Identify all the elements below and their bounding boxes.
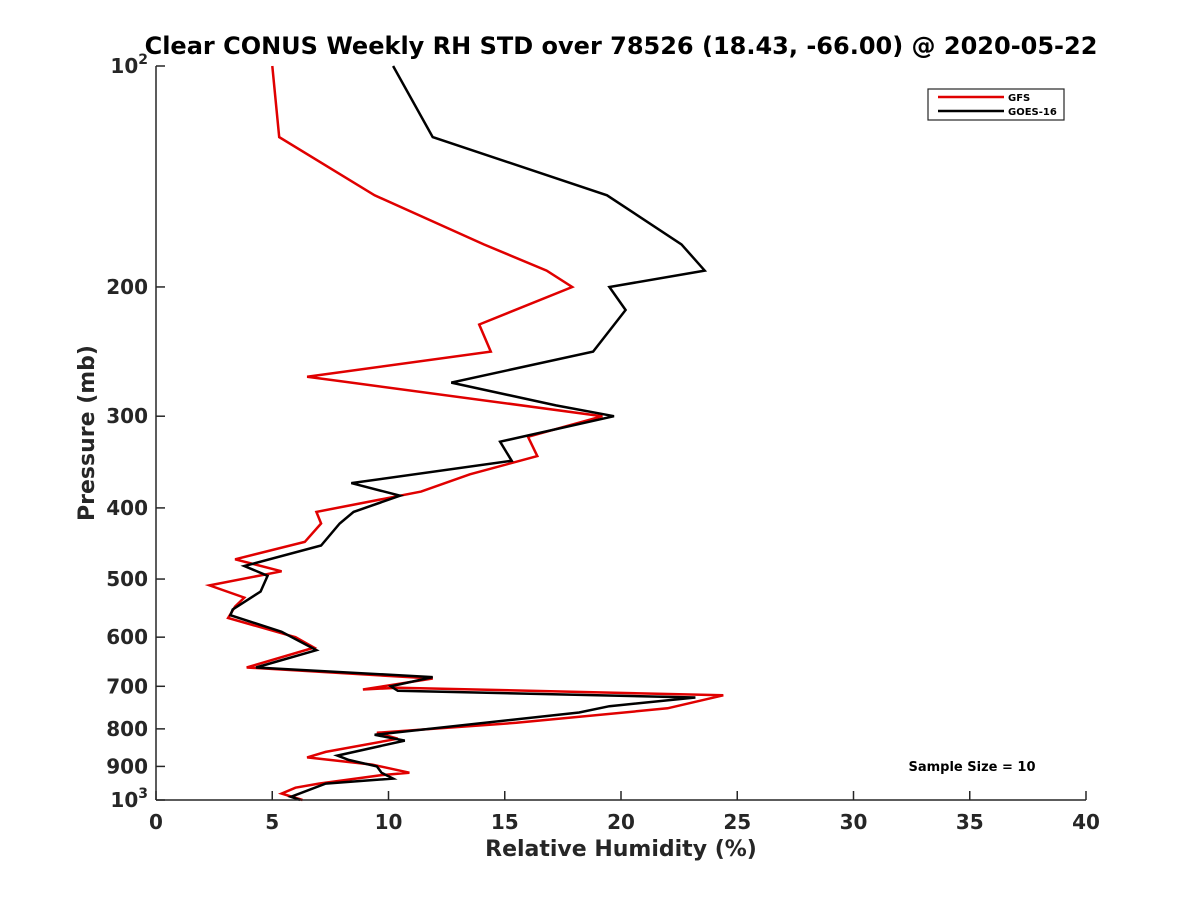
legend-box xyxy=(927,88,1065,121)
x-tick-label: 40 xyxy=(1072,810,1100,834)
x-axis-label: Relative Humidity (%) xyxy=(485,837,757,862)
sample-size-annotation: Sample Size = 10 xyxy=(908,760,1035,775)
y-axis-label: Pressure (mb) xyxy=(75,345,100,521)
y-tick-label: 400 xyxy=(106,496,148,520)
y-tick-label: 600 xyxy=(106,625,148,649)
y-tick-base: 10 xyxy=(110,54,138,78)
series-layer xyxy=(204,65,724,802)
chart-title: Clear CONUS Weekly RH STD over 78526 (18… xyxy=(145,32,1098,60)
legend-label-gfs: GFS xyxy=(1008,93,1030,104)
y-tick-label: 700 xyxy=(106,674,148,698)
x-tick-label: 15 xyxy=(491,810,519,834)
y-tick-label: 103 xyxy=(110,786,148,812)
y-tick-exponent: 3 xyxy=(138,786,148,802)
x-tick-label: 20 xyxy=(607,810,635,834)
y-tick-label: 200 xyxy=(106,275,148,299)
x-tick-label: 25 xyxy=(723,810,751,834)
y-tick-label: 102 xyxy=(110,52,148,78)
legend: GFS GOES-16 xyxy=(927,88,1065,121)
x-tick-label: 0 xyxy=(149,810,163,834)
x-axis-ticks: 0 5 10 15 20 25 30 35 40 xyxy=(149,791,1100,834)
x-tick-label: 30 xyxy=(840,810,868,834)
y-tick-label: 300 xyxy=(106,404,148,428)
x-tick-label: 35 xyxy=(956,810,984,834)
y-tick-label: 900 xyxy=(106,754,148,778)
y-tick-base: 10 xyxy=(110,788,138,812)
plot-area xyxy=(156,66,1086,800)
x-tick-label: 5 xyxy=(265,810,279,834)
x-tick-label: 10 xyxy=(375,810,403,834)
series-line-goes16 xyxy=(228,65,708,802)
y-tick-label: 800 xyxy=(106,717,148,741)
legend-label-goes16: GOES-16 xyxy=(1008,107,1057,118)
y-tick-label: 500 xyxy=(106,567,148,591)
y-tick-exponent: 2 xyxy=(138,52,148,68)
